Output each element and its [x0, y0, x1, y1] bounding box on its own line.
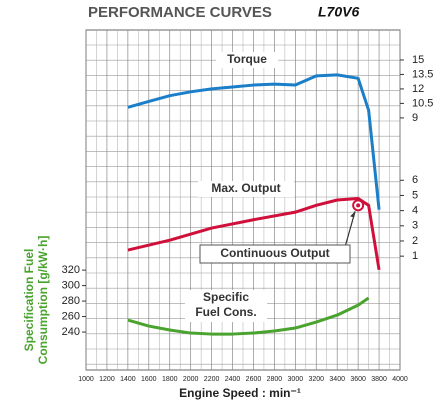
x-tick-label: 3200	[308, 376, 324, 383]
x-tick-label: 2800	[267, 376, 283, 383]
x-tick-label: 3400	[329, 376, 345, 383]
x-tick-label: 1800	[162, 376, 178, 383]
chart-title: PERFORMANCE CURVES	[88, 4, 272, 21]
annotation-bg	[216, 52, 278, 68]
y3-tick-label: 10.5	[412, 97, 433, 109]
y-tick-label: 240	[62, 326, 80, 338]
y-axis-label-line: Consumption [g/kW·h]	[36, 236, 50, 365]
series-line	[127, 296, 370, 336]
marker-dot	[356, 203, 361, 208]
y3-tick-label: 9	[412, 112, 418, 124]
annotation-line: Specific	[203, 290, 249, 304]
x-tick-label: 1400	[120, 376, 136, 383]
y-tick-label: 320	[62, 264, 80, 276]
y3-tick-label: 13.5	[412, 68, 433, 80]
series-line	[127, 196, 381, 271]
y-tick-label: 280	[62, 295, 80, 307]
x-tick-label: 1000	[78, 376, 94, 383]
y3-tick-label: 15	[412, 54, 424, 66]
x-tick-label: 4000	[392, 376, 408, 383]
y2-tick-label: 2	[412, 235, 418, 247]
y2-tick-label: 4	[412, 205, 418, 217]
x-tick-label: 3600	[350, 376, 366, 383]
x-tick-label: 2400	[225, 376, 241, 383]
x-tick-label: 2000	[183, 376, 199, 383]
series-line	[127, 73, 381, 210]
y2-tick-label: 1	[412, 250, 418, 262]
model: L70V6	[318, 4, 359, 20]
annotation-box	[199, 244, 351, 264]
annotation-bg	[198, 181, 294, 197]
y2-tick-label: 5	[412, 189, 418, 201]
x-tick-label: 1600	[141, 376, 157, 383]
annotation: Max. Output	[211, 181, 280, 195]
annotation-line: Fuel Cons.	[195, 305, 256, 319]
annotation-bg	[185, 290, 267, 322]
x-tick-label: 2200	[204, 376, 220, 383]
arrow	[344, 211, 356, 248]
y3-tick-label: 12	[412, 83, 424, 95]
y-tick-label: 300	[62, 279, 80, 291]
x-axis-label: Engine Speed : min⁻¹	[179, 386, 301, 400]
y2-tick-label: 6	[412, 174, 418, 186]
x-tick-label: 1200	[99, 376, 115, 383]
arrow-head	[350, 211, 356, 218]
y2-tick-label: 3	[412, 220, 418, 232]
annotation: Torque	[227, 52, 267, 66]
x-tick-label: 3000	[288, 376, 304, 383]
x-tick-label: 3800	[371, 376, 387, 383]
annotation: Continuous Output	[220, 246, 329, 260]
annotation: Specific Fuel Cons.	[195, 290, 256, 319]
y-tick-label: 260	[62, 310, 80, 322]
y-axis-label-line: Specification Fuel	[22, 249, 36, 352]
x-tick-label: 2600	[246, 376, 262, 383]
y-axis-label: Specification Fuel Consumption [g/kW·h]	[22, 236, 50, 365]
